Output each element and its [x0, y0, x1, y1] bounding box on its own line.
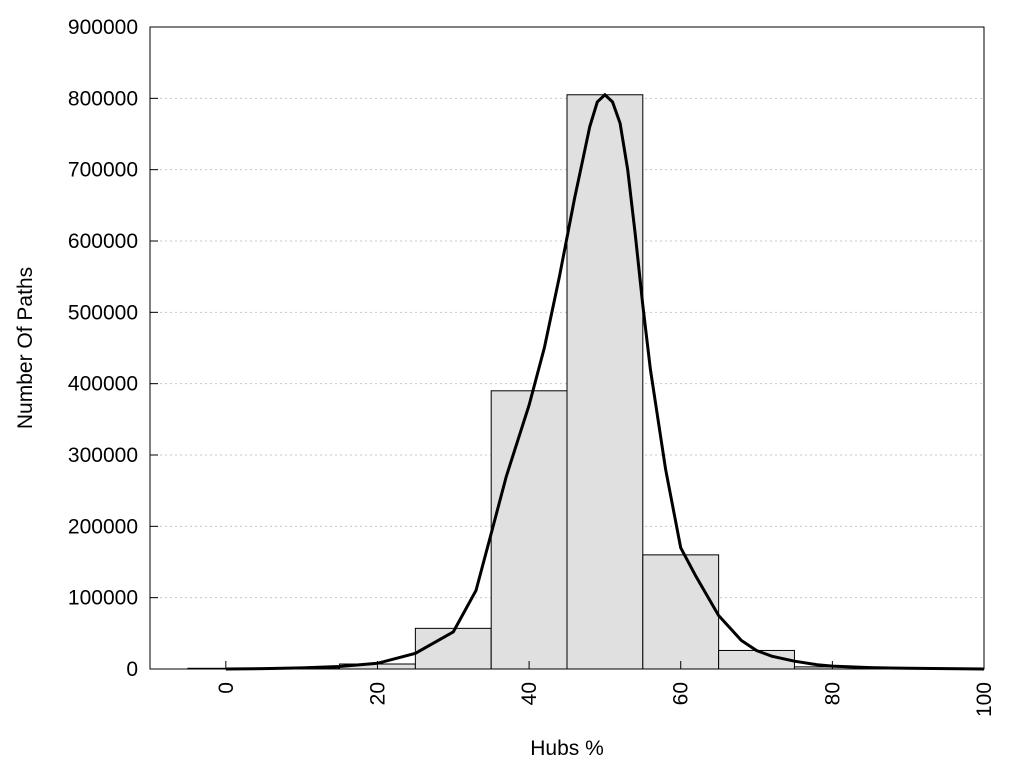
density-curve [225, 92, 985, 671]
histogram-bar [414, 627, 492, 670]
y-tick-label: 0 [126, 658, 138, 681]
x-axis-ticks: 0 20 40 60 80 100 [215, 661, 996, 717]
y-tick-label: 700000 [68, 159, 138, 182]
y-tick-label: 500000 [68, 301, 138, 324]
x-axis-label: Hubs % [530, 737, 604, 760]
x-tick-label: 80 [821, 682, 844, 705]
x-tick-label: 20 [366, 682, 389, 705]
y-axis-label: Number Of Paths [14, 267, 37, 429]
histogram-bar [490, 390, 568, 670]
x-tick-label: 0 [215, 682, 238, 694]
y-axis-ticks: 0 100000 200000 300000 400000 500000 600000 700… [68, 16, 158, 681]
histogram-bars [187, 94, 947, 670]
y-tick-label: 200000 [68, 515, 138, 538]
y-tick-label: 300000 [68, 444, 138, 467]
y-tick-label: 400000 [68, 373, 138, 396]
x-tick-label: 60 [670, 682, 693, 705]
y-tick-label: 800000 [68, 87, 138, 110]
y-tick-label: 900000 [68, 16, 138, 39]
y-tick-label: 600000 [68, 230, 138, 253]
y-tick-label: 100000 [68, 587, 138, 610]
plot-frame [149, 26, 985, 670]
x-tick-label: 100 [973, 682, 996, 717]
x-tick-label: 40 [518, 682, 541, 705]
histogram-bar [642, 554, 720, 670]
